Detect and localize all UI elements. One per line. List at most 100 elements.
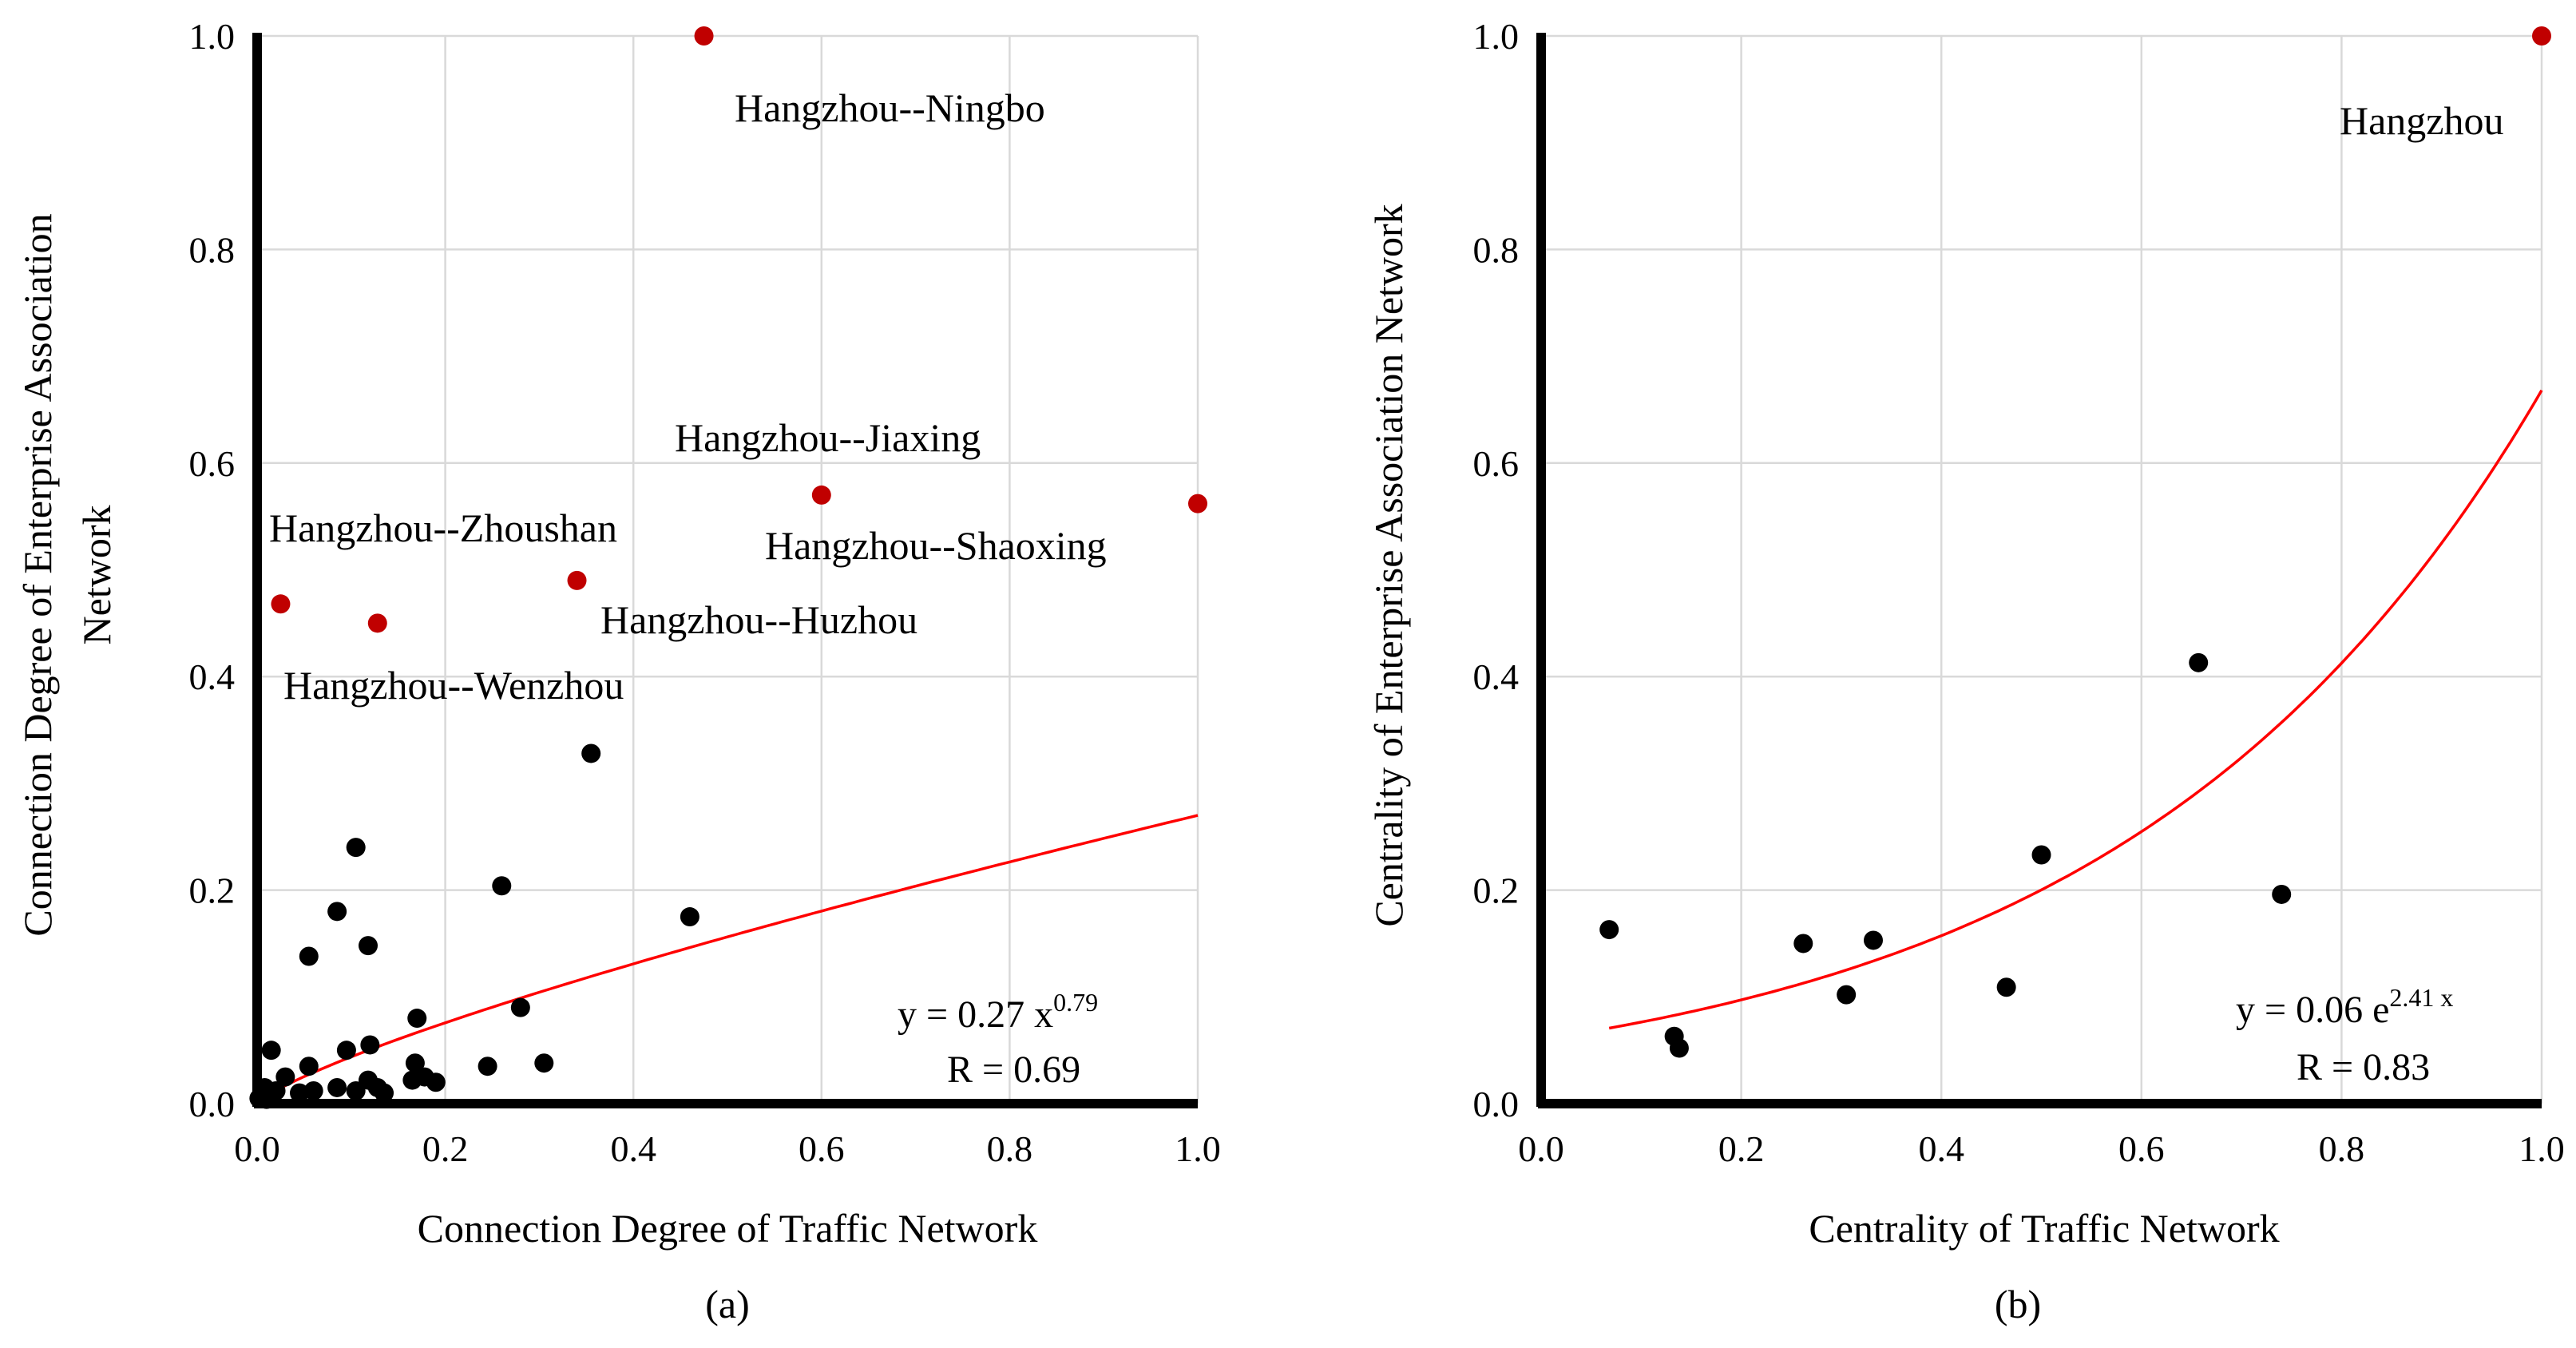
y-tick-label: 1.0 (1473, 16, 1520, 57)
data-point (290, 1083, 310, 1103)
panel-label-a: (a) (705, 1282, 750, 1326)
label-hangzhou: Hangzhou (2340, 98, 2504, 143)
data-point (1599, 920, 1619, 940)
x-tick-label: 0.4 (1918, 1128, 1964, 1169)
panel-a: 0.0 0.2 0.4 0.6 0.8 1.0 0.0 0.2 0.4 0.6 0.8 1.0 Han… (15, 16, 1221, 1326)
axes-a (252, 33, 1198, 1108)
fit-equation-a: y = 0.27 x0.79 (898, 988, 1098, 1036)
points-b (1599, 652, 2292, 1058)
fit-equation-text-a: y = 0.27 x (898, 993, 1053, 1036)
data-point (534, 1053, 554, 1073)
grid-b (1541, 34, 2543, 1104)
fit-group-b (1608, 389, 2543, 1030)
label-hangzhou-huzhou: Hangzhou--Huzhou (600, 597, 917, 642)
grid-a (257, 34, 1199, 1104)
data-point (2189, 652, 2209, 672)
data-point (510, 997, 530, 1017)
data-point (426, 1072, 446, 1092)
highlighted-point (1188, 494, 1207, 513)
data-point (1837, 985, 1857, 1005)
data-point (346, 1080, 366, 1100)
label-hangzhou-zhoushan: Hangzhou--Zhoushan (269, 506, 617, 550)
tick-labels-b: 0.0 0.2 0.4 0.6 0.8 1.0 0.0 0.2 0.4 0.6 0.8 1.0 (1473, 16, 2565, 1169)
label-hangzhou-jiaxing: Hangzhou--Jiaxing (675, 415, 981, 460)
y-tick-label: 0.8 (1473, 229, 1520, 270)
data-point (405, 1053, 425, 1073)
fit-curve-a (256, 814, 1199, 1105)
data-point (375, 1083, 394, 1103)
fit-equation-text-b: y = 0.06 e (2236, 989, 2389, 1031)
x-axis-title-b: Centrality of Traffic Network (1809, 1206, 2279, 1251)
data-point (492, 876, 512, 896)
data-point (1669, 1038, 1689, 1058)
data-point (478, 1057, 497, 1076)
data-point (1793, 934, 1813, 954)
y-tick-label: 0.2 (189, 870, 236, 911)
y-tick-label: 0.6 (189, 443, 236, 484)
data-point (327, 902, 347, 922)
highlighted-point (2532, 26, 2551, 46)
y-axis-title-b: Centrality of Enterprise Association Net… (1366, 204, 1411, 926)
panel-b: 0.0 0.2 0.4 0.6 0.8 1.0 0.0 0.2 0.4 0.6 0.8 1.0 Han… (1366, 16, 2565, 1326)
highlighted-points-b (2532, 26, 2551, 46)
y-tick-label: 0.0 (1473, 1084, 1520, 1124)
panel-label-b: (b) (1995, 1282, 2041, 1326)
x-tick-label: 0.6 (799, 1128, 845, 1169)
x-tick-label: 0.0 (1518, 1128, 1564, 1169)
x-tick-label: 0.8 (2319, 1128, 2365, 1169)
data-point (359, 936, 378, 956)
points-a (249, 743, 699, 1109)
y-tick-label: 0.4 (1473, 656, 1520, 697)
x-axis-title-a: Connection Degree of Traffic Network (418, 1206, 1038, 1251)
highlighted-point (694, 26, 714, 46)
data-point (402, 1070, 422, 1090)
fit-r-a: R = 0.69 (947, 1049, 1080, 1091)
fit-r-b: R = 0.83 (2297, 1046, 2430, 1088)
label-hangzhou-ningbo: Hangzhou--Ningbo (735, 85, 1045, 130)
highlighted-point (567, 570, 587, 590)
highlighted-point (271, 594, 291, 614)
data-point (299, 946, 319, 966)
highlighted-points-a (271, 26, 1207, 633)
fit-equation-b: y = 0.06 e2.41 x (2236, 983, 2453, 1031)
data-point (299, 1057, 319, 1076)
highlighted-point (367, 613, 387, 633)
label-hangzhou-wenzhou: Hangzhou--Wenzhou (283, 663, 624, 708)
data-point (1996, 977, 2016, 997)
fit-exponent-b: 2.41 x (2389, 983, 2453, 1012)
data-point (360, 1035, 380, 1055)
x-tick-label: 0.6 (2118, 1128, 2165, 1169)
data-point (2031, 845, 2051, 865)
fit-curve-b (1608, 389, 2543, 1030)
y-tick-label: 0.2 (1473, 870, 1520, 911)
data-point (336, 1041, 356, 1061)
y-tick-label: 0.0 (189, 1084, 236, 1124)
axes-b (1536, 33, 2542, 1108)
data-point (581, 743, 601, 763)
x-tick-label: 1.0 (1175, 1128, 1221, 1169)
data-point (1863, 930, 1883, 950)
data-point (407, 1009, 427, 1029)
tick-labels-a: 0.0 0.2 0.4 0.6 0.8 1.0 0.0 0.2 0.4 0.6 0.8 1.0 (189, 16, 1221, 1169)
data-point (261, 1041, 281, 1061)
highlighted-point (811, 485, 831, 505)
data-point (2272, 884, 2292, 904)
x-tick-label: 1.0 (2519, 1128, 2565, 1169)
x-tick-label: 0.8 (987, 1128, 1033, 1169)
x-tick-label: 0.2 (422, 1128, 469, 1169)
label-hangzhou-shaoxing: Hangzhou--Shaoxing (765, 523, 1107, 568)
y-tick-label: 0.8 (189, 229, 236, 270)
fit-exponent-a: 0.79 (1053, 988, 1098, 1017)
data-point (327, 1077, 347, 1097)
data-point (275, 1067, 295, 1087)
x-tick-label: 0.0 (234, 1128, 280, 1169)
y-tick-label: 0.6 (1473, 443, 1520, 484)
data-point (303, 1080, 323, 1100)
x-tick-label: 0.4 (610, 1128, 656, 1169)
x-tick-label: 0.2 (1718, 1128, 1765, 1169)
data-point (346, 838, 366, 858)
fit-group-a (256, 814, 1199, 1105)
y-tick-label: 0.4 (189, 656, 236, 697)
data-point (680, 907, 699, 927)
